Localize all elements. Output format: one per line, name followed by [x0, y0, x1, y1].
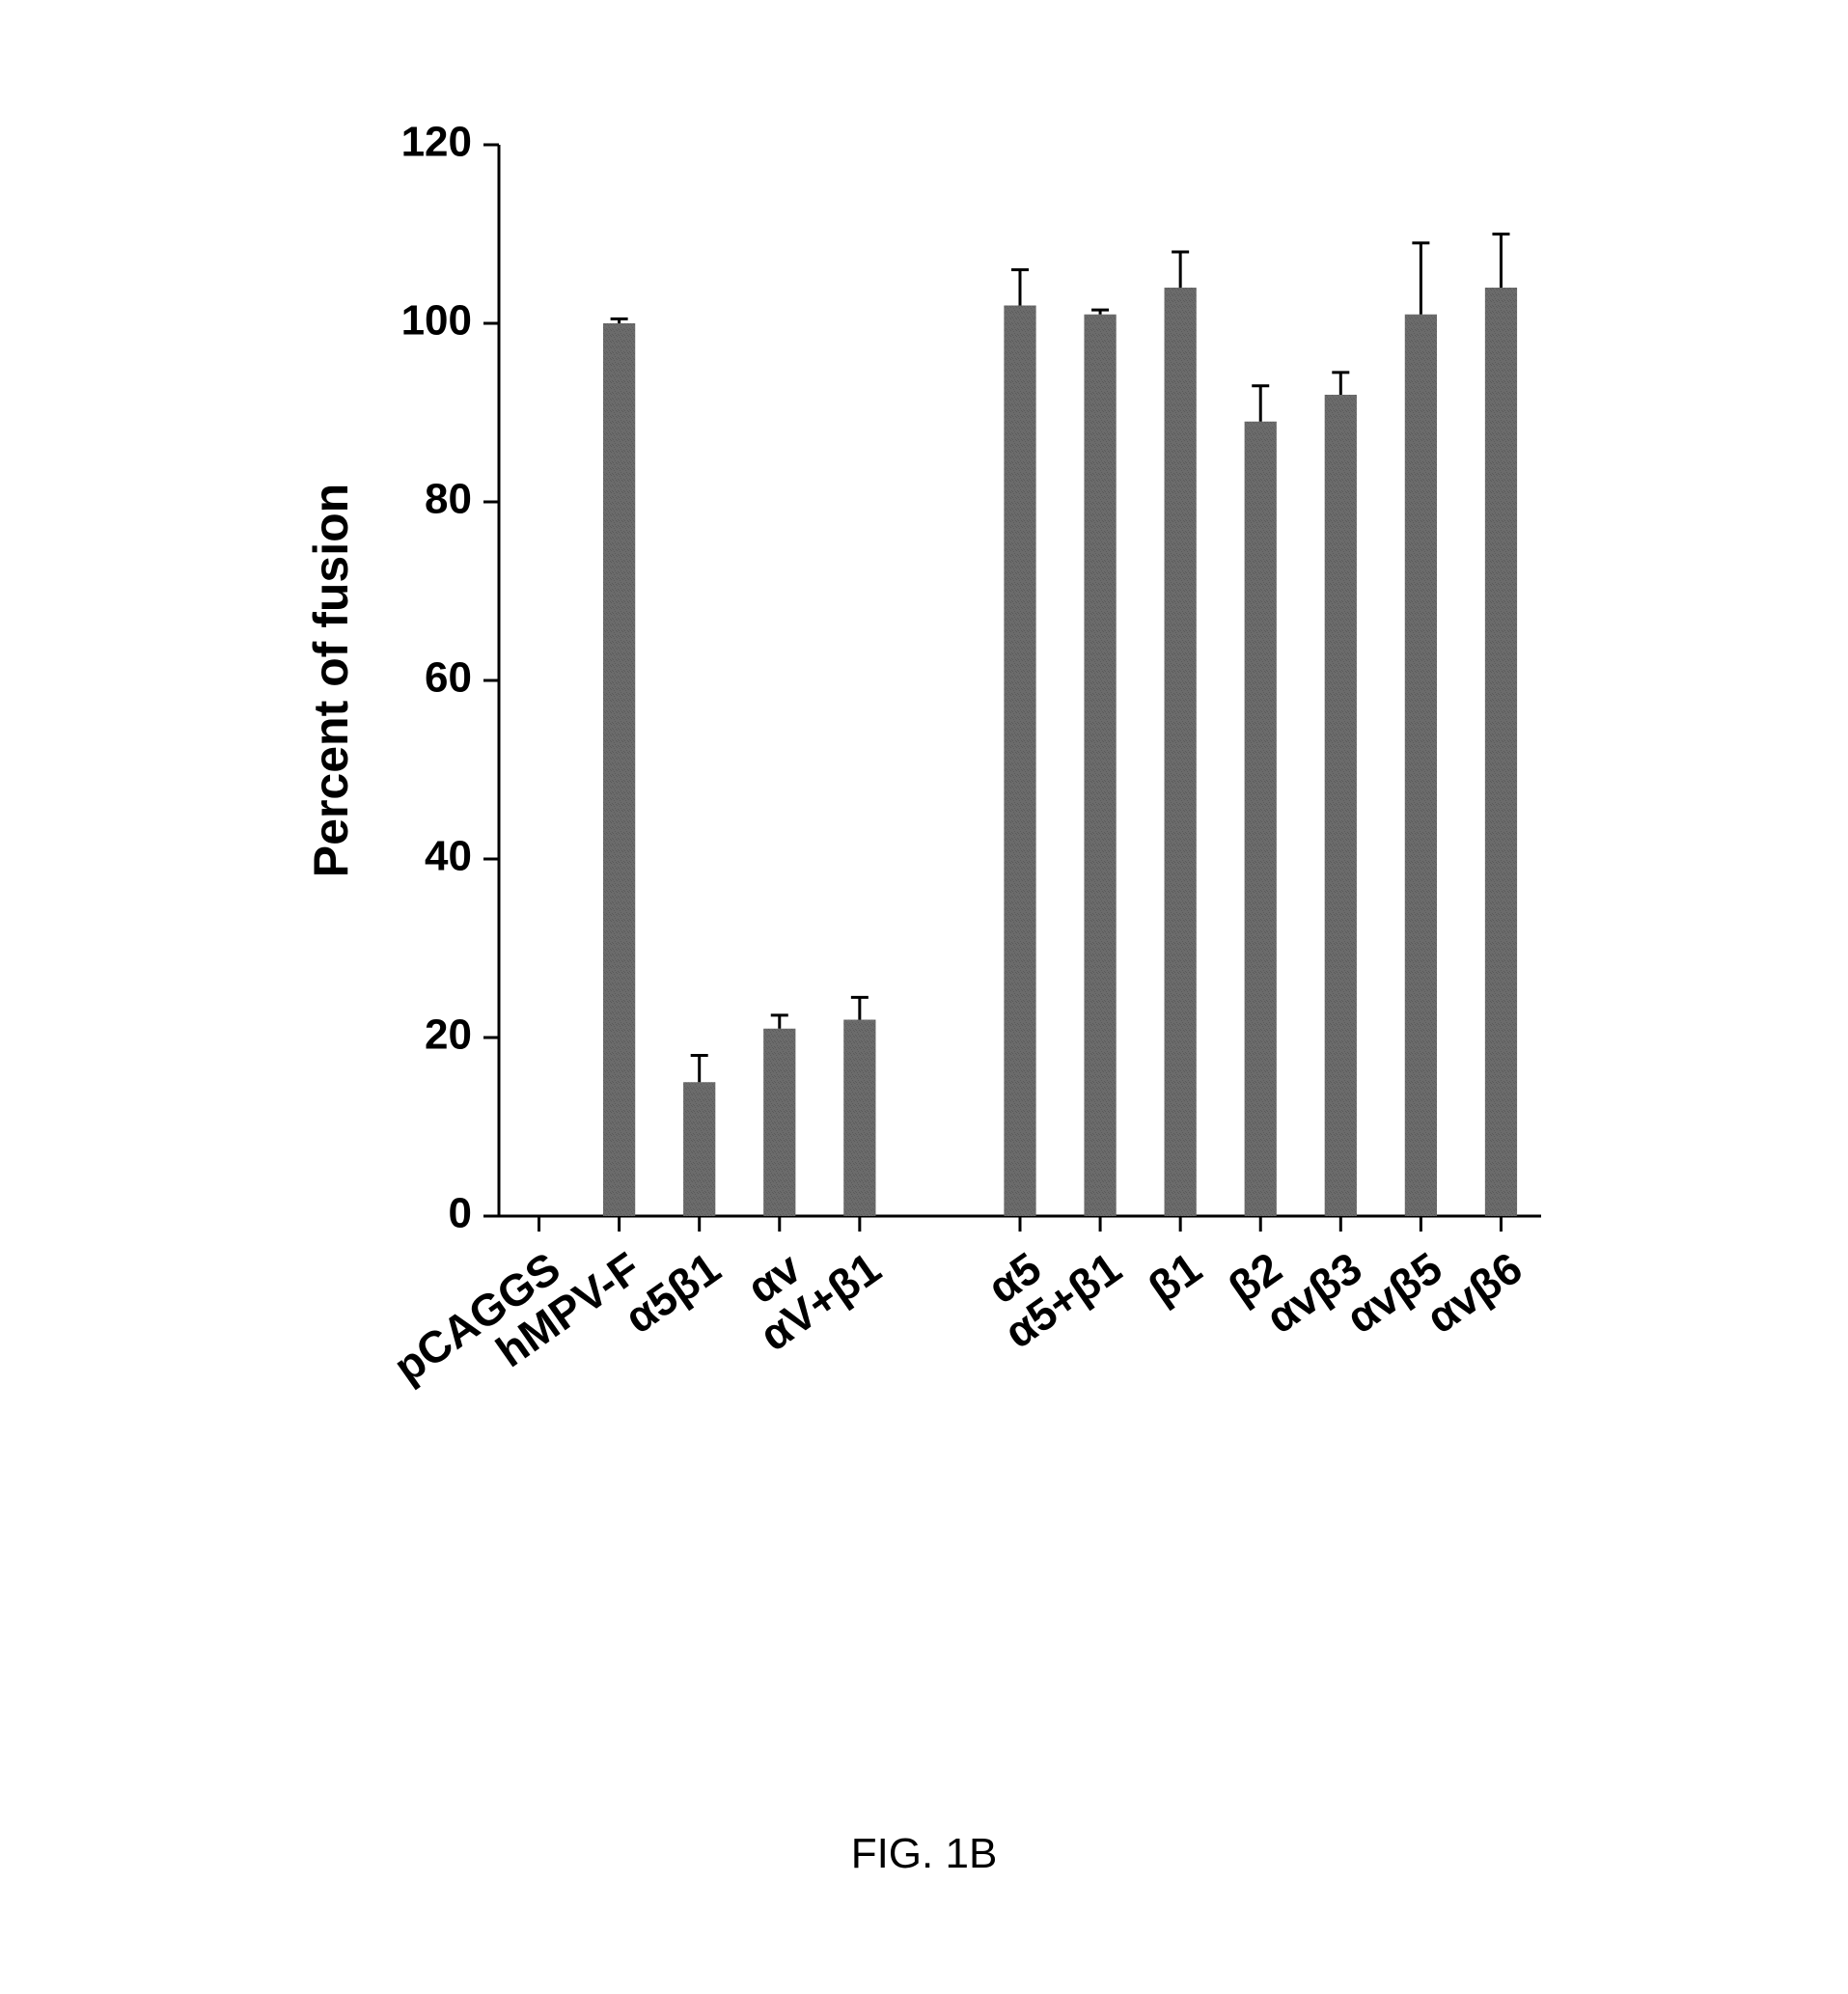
y-tick-label: 100: [401, 297, 472, 345]
bar: [603, 323, 635, 1216]
y-tick-label: 40: [425, 833, 472, 880]
bar: [763, 1029, 795, 1216]
bar: [1245, 422, 1277, 1216]
bar-chart: 020406080100120Percent of fusionpCAGGShM…: [248, 116, 1599, 1660]
bar: [683, 1082, 715, 1216]
figure-label: FIG. 1B: [0, 1830, 1848, 1878]
y-tick-label: 0: [449, 1190, 472, 1237]
y-tick-label: 120: [401, 119, 472, 166]
bar: [1485, 288, 1517, 1216]
bar-chart-container: 020406080100120Percent of fusionpCAGGShM…: [248, 116, 1599, 1660]
bar: [1405, 315, 1437, 1216]
bar: [1165, 288, 1197, 1216]
bar: [1325, 395, 1357, 1216]
y-tick-label: 20: [425, 1011, 472, 1059]
bar: [1084, 315, 1116, 1216]
bar: [843, 1020, 875, 1217]
y-tick-label: 80: [425, 476, 472, 523]
bar: [1004, 306, 1035, 1217]
y-tick-label: 60: [425, 654, 472, 702]
y-axis-label: Percent of fusion: [304, 484, 358, 877]
